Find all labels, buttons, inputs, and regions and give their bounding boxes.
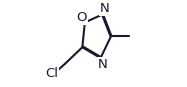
Text: O: O [76, 11, 87, 24]
Text: N: N [98, 58, 108, 71]
Text: N: N [100, 2, 110, 15]
Text: Cl: Cl [45, 67, 58, 80]
